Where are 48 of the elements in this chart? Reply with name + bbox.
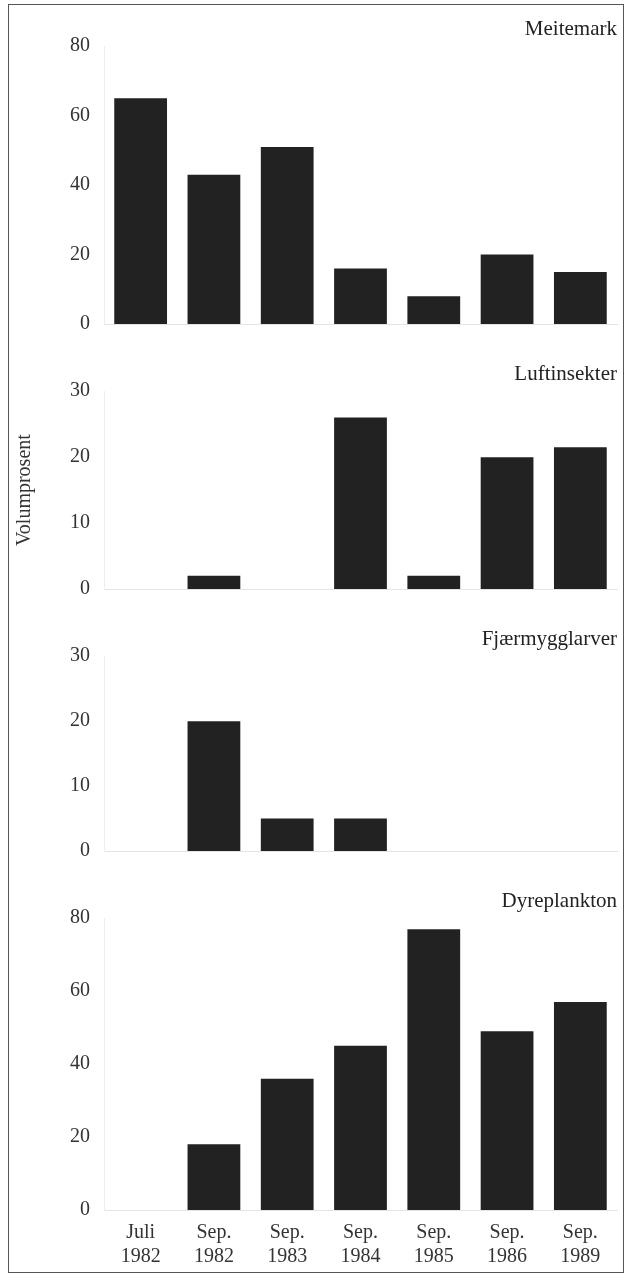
x-tick-label: Sep. 1984 <box>340 1220 381 1267</box>
bar <box>260 1078 314 1210</box>
y-tick-label: 0 <box>80 838 90 861</box>
x-tick-label: Sep. 1986 <box>487 1220 528 1267</box>
bar <box>553 447 607 589</box>
bar <box>407 296 461 324</box>
x-tick-label: Sep. 1989 <box>560 1220 601 1267</box>
bar <box>334 417 387 589</box>
bar <box>480 457 534 589</box>
bar <box>553 1002 607 1210</box>
y-tick-label: 0 <box>80 311 90 334</box>
bar <box>480 1031 534 1210</box>
y-tick-label: 60 <box>70 102 90 125</box>
y-tick-label: 20 <box>70 444 90 467</box>
bar <box>407 929 461 1210</box>
y-tick-label: 10 <box>70 773 90 796</box>
bar <box>187 1144 241 1210</box>
y-tick-label: 80 <box>70 905 90 928</box>
bar <box>187 174 241 324</box>
x-tick-label: Sep. 1982 <box>193 1220 234 1267</box>
x-tick-label: Sep. 1983 <box>267 1220 308 1267</box>
y-tick-label: 80 <box>70 33 90 56</box>
y-tick-label: 30 <box>70 643 90 666</box>
y-tick-label: 20 <box>70 241 90 264</box>
y-tick-label: 0 <box>80 576 90 599</box>
x-tick-label: Sep. 1985 <box>413 1220 454 1267</box>
chart-title: Fjærmygglarver <box>481 626 617 651</box>
y-tick-label: 10 <box>70 510 90 533</box>
y-tick-label: 0 <box>80 1197 90 1220</box>
y-tick-label: 60 <box>70 978 90 1001</box>
bar <box>407 575 461 589</box>
x-tick-label: Juli 1982 <box>120 1220 161 1267</box>
y-tick-label: 20 <box>70 708 90 731</box>
bar <box>187 575 241 589</box>
bar <box>334 268 387 324</box>
bar <box>480 254 534 324</box>
y-axis-title: Volumprosent <box>12 433 36 547</box>
bar <box>114 98 168 324</box>
bar <box>553 271 607 324</box>
bar <box>260 146 314 324</box>
y-tick-label: 40 <box>70 172 90 195</box>
chart-title: Luftinsekter <box>514 361 617 386</box>
chart-title: Meitemark <box>524 16 618 41</box>
y-tick-label: 40 <box>70 1051 90 1074</box>
y-tick-label: 30 <box>70 378 90 401</box>
bar <box>334 1045 387 1210</box>
y-tick-label: 20 <box>70 1124 90 1147</box>
chart-title: Dyreplankton <box>501 888 618 913</box>
